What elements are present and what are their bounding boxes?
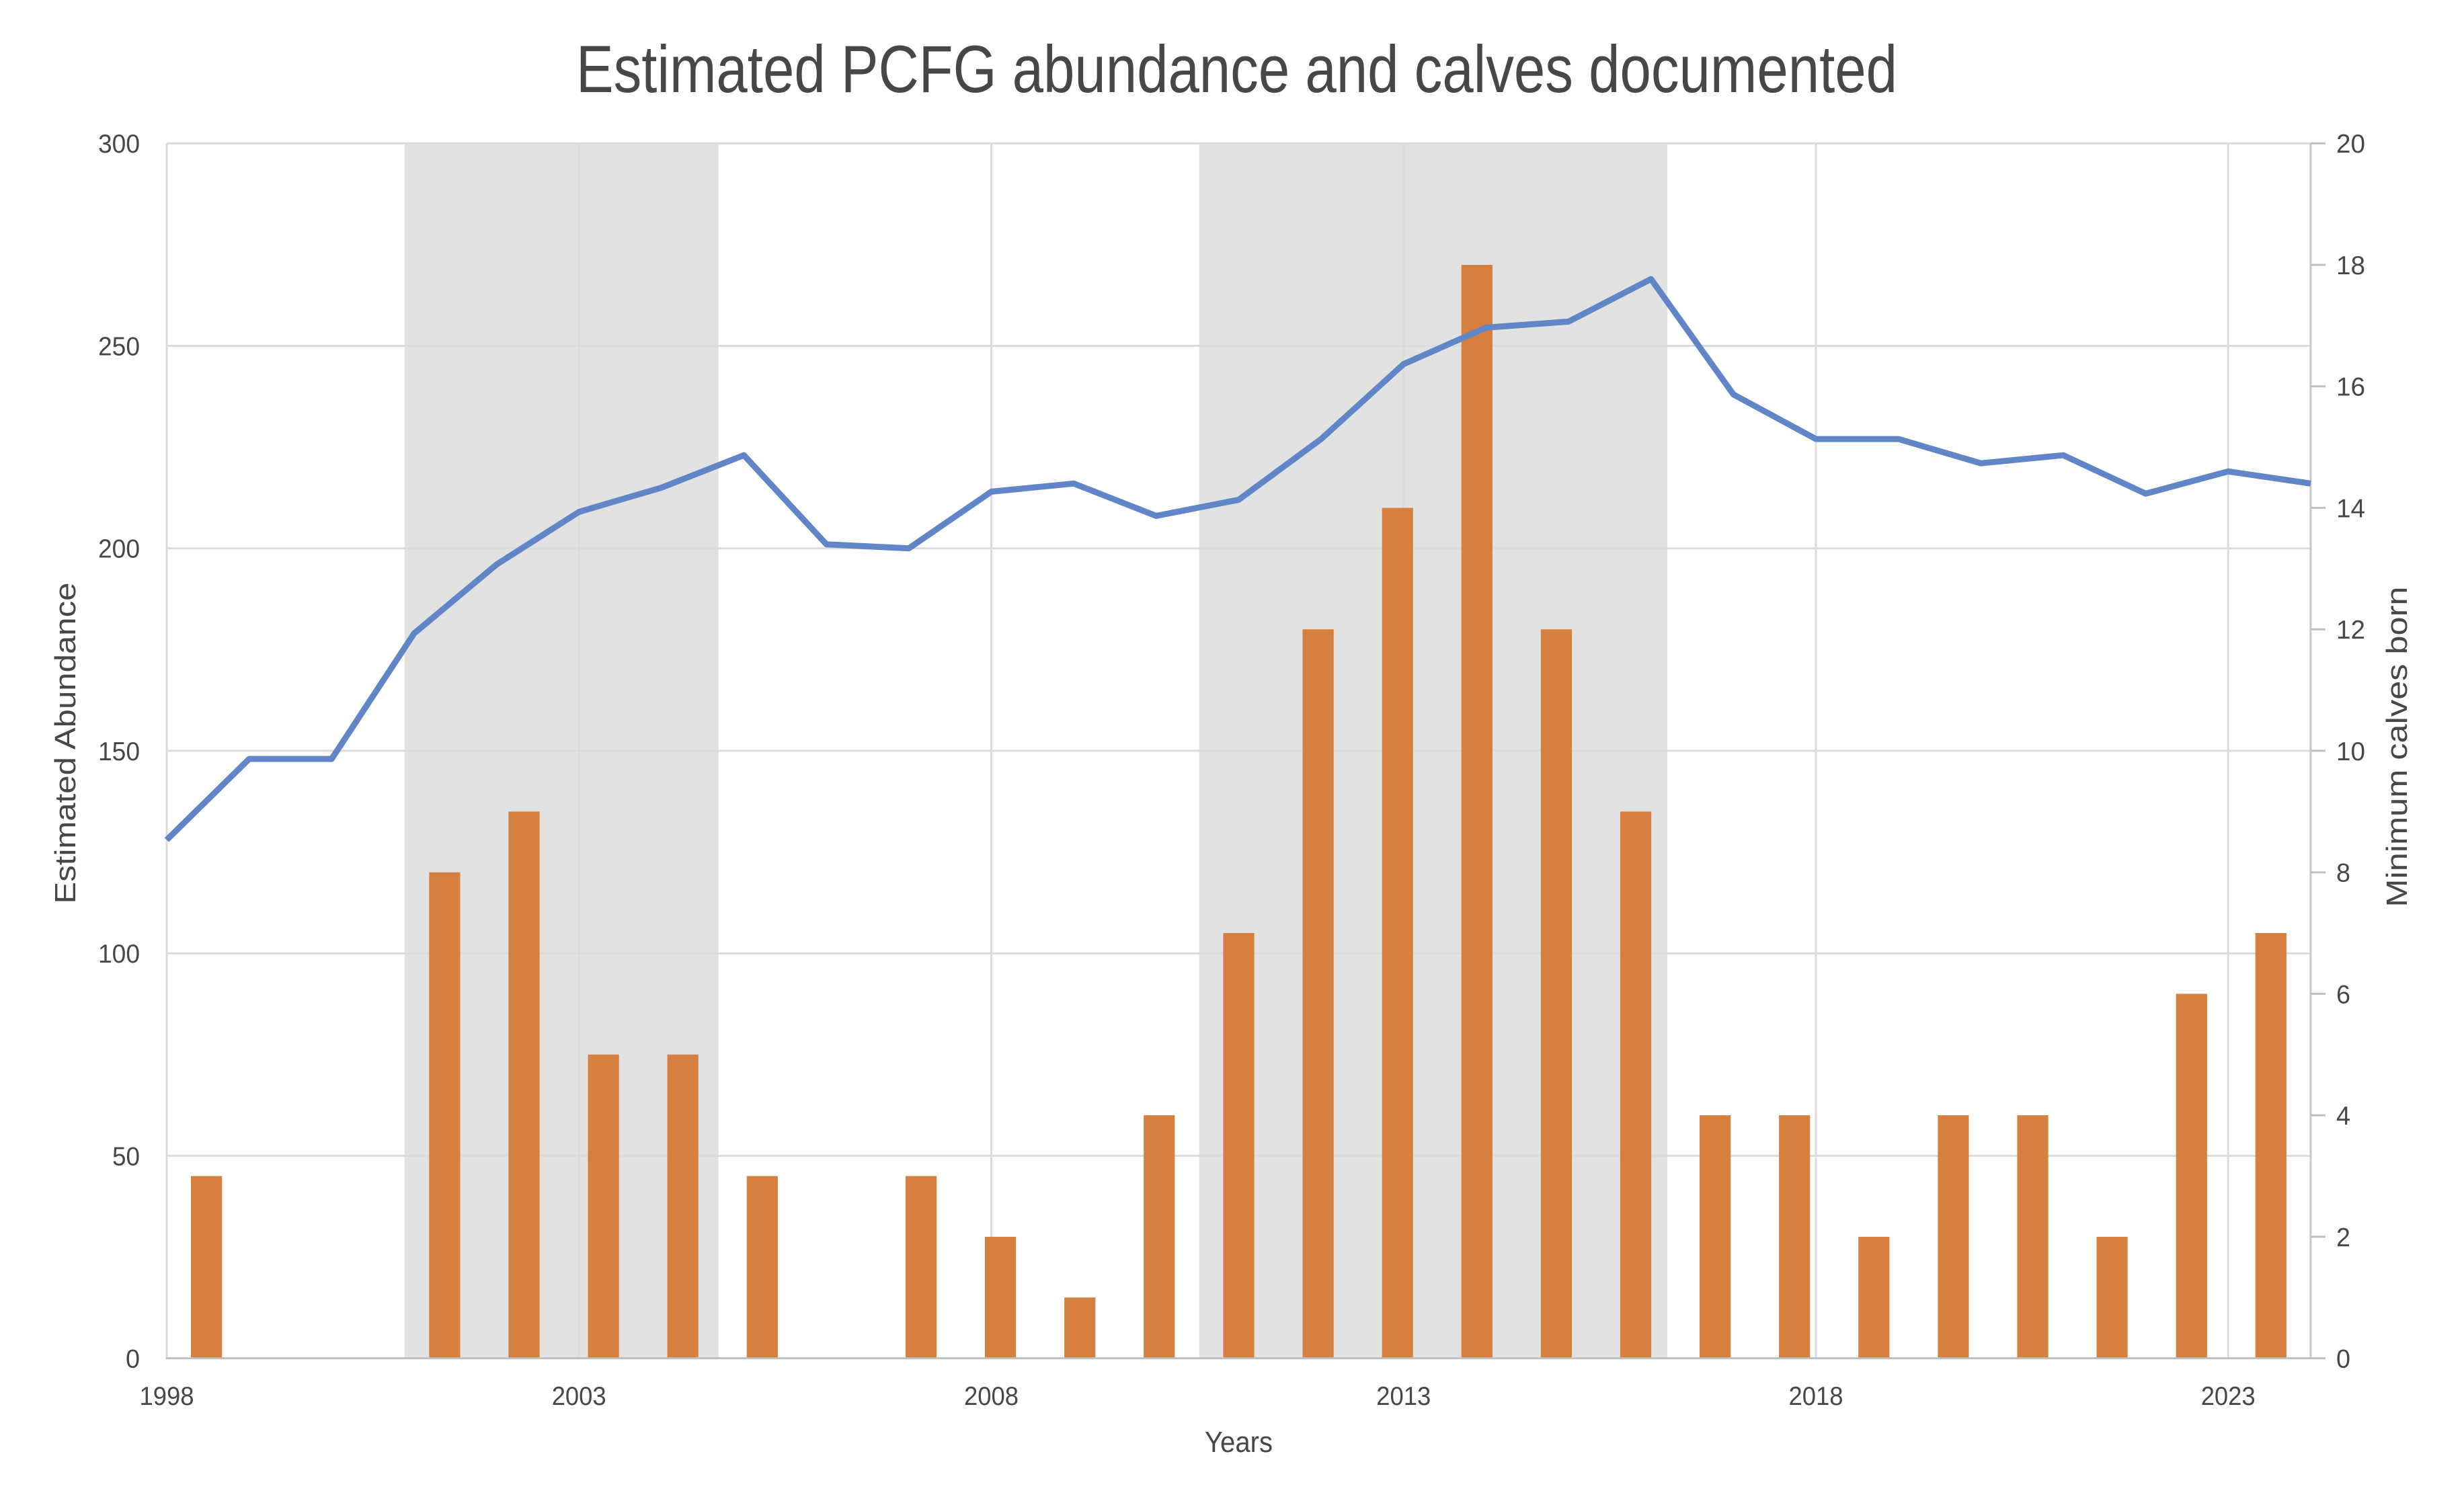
svg-text:Years: Years [1205, 1426, 1273, 1459]
svg-text:2008: 2008 [964, 1382, 1019, 1411]
svg-text:100: 100 [98, 940, 140, 969]
svg-text:0: 0 [2336, 1345, 2350, 1374]
svg-text:2013: 2013 [1376, 1382, 1431, 1411]
svg-text:150: 150 [98, 737, 140, 766]
svg-text:20: 20 [2336, 130, 2365, 159]
svg-text:2018: 2018 [1789, 1382, 1843, 1411]
svg-text:200: 200 [98, 535, 140, 564]
svg-text:50: 50 [112, 1142, 140, 1171]
svg-text:Estimated PCFG abundance and c: Estimated PCFG abundance and calves docu… [576, 32, 1897, 106]
svg-text:Estimated Abundance: Estimated Abundance [49, 583, 82, 904]
svg-text:14: 14 [2336, 494, 2365, 523]
svg-text:16: 16 [2336, 373, 2365, 402]
svg-text:250: 250 [98, 332, 140, 361]
svg-text:6: 6 [2336, 980, 2350, 1009]
svg-text:0: 0 [126, 1345, 140, 1374]
svg-text:300: 300 [98, 130, 140, 159]
svg-text:1998: 1998 [140, 1382, 194, 1411]
svg-text:Minimum calves born: Minimum calves born [2381, 587, 2414, 907]
svg-text:8: 8 [2336, 859, 2350, 888]
svg-text:18: 18 [2336, 251, 2365, 280]
svg-text:4: 4 [2336, 1102, 2350, 1131]
svg-text:2: 2 [2336, 1223, 2350, 1252]
svg-text:12: 12 [2336, 616, 2365, 645]
svg-text:10: 10 [2336, 737, 2365, 766]
svg-text:2003: 2003 [552, 1382, 606, 1411]
svg-text:2023: 2023 [2201, 1382, 2256, 1411]
